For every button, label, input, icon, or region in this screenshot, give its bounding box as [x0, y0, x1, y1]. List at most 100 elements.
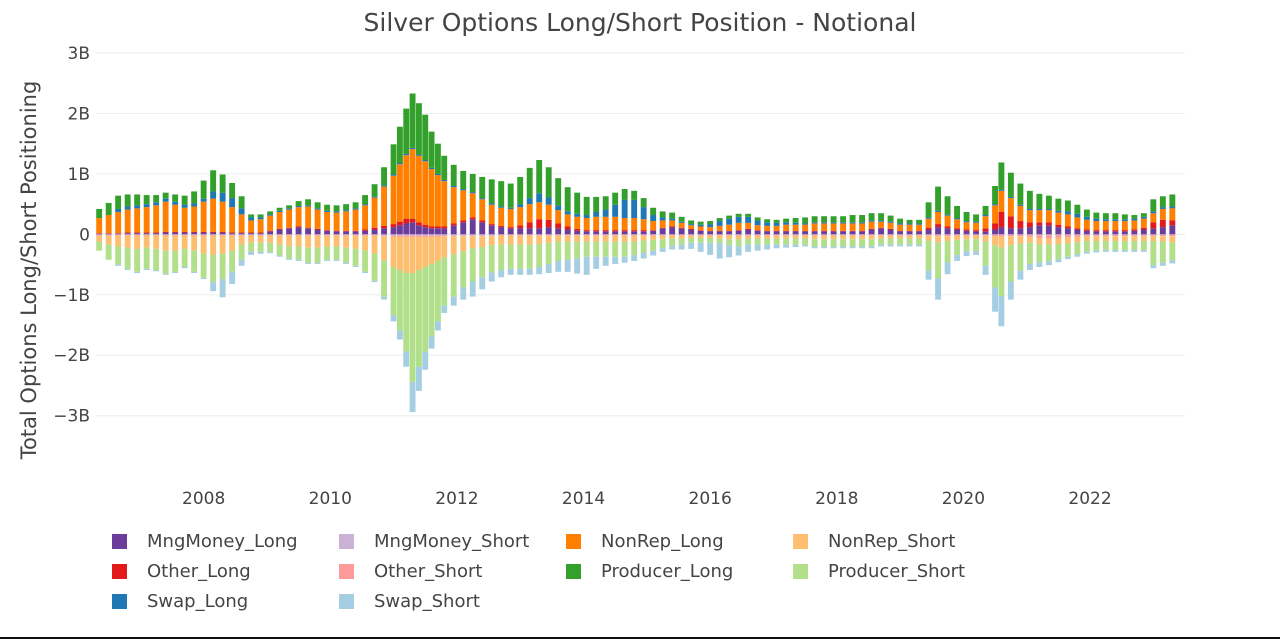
- bar-swap-long: [172, 201, 179, 205]
- legend-item[interactable]: Producer_Long: [566, 560, 793, 582]
- bar-nonrep-short: [868, 235, 875, 240]
- bar-other-long: [1159, 219, 1166, 228]
- bar-mngmoney-short: [343, 234, 350, 235]
- bar-nonrep-long: [1140, 218, 1147, 228]
- bar-mngmoney-short: [434, 234, 441, 236]
- bar-mngmoney-long: [267, 231, 274, 235]
- bar-other-long: [143, 232, 150, 234]
- bar-swap-short: [441, 305, 448, 313]
- bar-other-short: [396, 235, 403, 237]
- bar-producer-short: [210, 254, 217, 283]
- bar-swap-short: [1150, 265, 1157, 269]
- bar-other-short: [134, 234, 141, 236]
- bar-producer-short: [422, 266, 429, 352]
- bar-mngmoney-long: [314, 229, 321, 235]
- bar-producer-long: [1017, 183, 1024, 205]
- bar-other-short: [422, 235, 429, 237]
- bar-nonrep-short: [115, 235, 122, 247]
- bar-swap-long: [545, 197, 552, 205]
- legend-item[interactable]: MngMoney_Short: [339, 530, 566, 552]
- bar-nonrep-short: [849, 235, 856, 240]
- bar-producer-long: [992, 186, 999, 205]
- bar-nonrep-long: [517, 207, 524, 226]
- bar-mngmoney-short: [96, 234, 103, 235]
- bar-swap-long: [390, 174, 397, 176]
- bar-other-short: [219, 234, 226, 236]
- bar-swap-short: [745, 244, 752, 252]
- bar-other-long: [878, 227, 885, 229]
- bar-nonrep-short: [248, 235, 255, 243]
- legend-item[interactable]: Other_Long: [112, 560, 339, 582]
- bar-nonrep-long: [735, 222, 742, 231]
- x-axis-ticks: 2008 2010 2012 2014 2016 2018 2020 2022: [182, 489, 1112, 509]
- bar-nonrep-short: [172, 235, 179, 251]
- legend-item[interactable]: NonRep_Long: [566, 530, 793, 552]
- legend-item[interactable]: NonRep_Short: [793, 530, 1020, 552]
- bar-mngmoney-short: [415, 234, 422, 236]
- bar-nonrep-short: [371, 235, 378, 254]
- bar-producer-long: [162, 192, 169, 199]
- legend-item[interactable]: MngMoney_Long: [112, 530, 339, 552]
- bar-other-short: [200, 234, 207, 236]
- bar-other-long: [115, 233, 122, 234]
- bar-producer-short: [219, 253, 226, 280]
- bar-nonrep-long: [324, 211, 331, 231]
- bar-other-long: [381, 225, 388, 229]
- bar-nonrep-short: [267, 235, 274, 243]
- bar-swap-short: [238, 259, 245, 266]
- bar-mngmoney-short: [498, 234, 505, 235]
- bar-nonrep-short: [507, 235, 514, 245]
- bar-mngmoney-long: [593, 231, 600, 235]
- legend-item[interactable]: Swap_Short: [339, 590, 566, 612]
- bar-nonrep-long: [916, 224, 923, 231]
- bar-mngmoney-long: [878, 228, 885, 235]
- bar-nonrep-long: [415, 155, 422, 223]
- bar-nonrep-short: [631, 235, 638, 242]
- legend-item[interactable]: Swap_Long: [112, 590, 339, 612]
- bar-other-long: [1121, 230, 1128, 232]
- bar-producer-long: [172, 194, 179, 202]
- bar-swap-short: [1074, 254, 1081, 257]
- bar-mngmoney-short: [555, 234, 562, 235]
- bar-mngmoney-short: [441, 234, 448, 236]
- bar-swap-long: [982, 215, 989, 217]
- bar-producer-short: [1036, 244, 1043, 263]
- bar-mngmoney-long: [257, 233, 264, 235]
- bar-mngmoney-short: [1026, 234, 1033, 235]
- bar-other-short: [96, 234, 103, 236]
- bar-swap-short: [1036, 262, 1043, 267]
- bar-mngmoney-short: [1131, 234, 1138, 235]
- bar-mngmoney-short: [982, 234, 989, 235]
- bar-mngmoney-long: [897, 231, 904, 235]
- bar-other-long: [935, 224, 942, 228]
- bar-nonrep-long: [650, 221, 657, 231]
- bar-other-short: [238, 234, 245, 236]
- bar-mngmoney-short: [859, 234, 866, 235]
- bar-other-short: [381, 235, 388, 237]
- legend-item[interactable]: Other_Short: [339, 560, 566, 582]
- bar-producer-short: [612, 241, 619, 257]
- bar-other-short: [1026, 234, 1033, 237]
- bar-swap-long: [1074, 213, 1081, 218]
- bar-producer-short: [105, 244, 112, 260]
- bar-swap-long: [998, 189, 1005, 191]
- bar-mngmoney-short: [248, 234, 255, 235]
- bar-swap-long: [574, 213, 581, 217]
- bar-producer-short: [735, 239, 742, 247]
- bar-producer-short: [248, 242, 255, 252]
- bar-mngmoney-short: [659, 234, 666, 235]
- bar-nonrep-long: [1064, 214, 1071, 227]
- bar-producer-long: [1093, 212, 1100, 219]
- bar-nonrep-long: [593, 216, 600, 231]
- bar-swap-long: [286, 208, 293, 210]
- bar-other-short: [1017, 234, 1024, 237]
- legend-item[interactable]: Producer_Short: [793, 560, 1020, 582]
- bar-other-long: [415, 222, 422, 226]
- bar-mngmoney-long: [925, 229, 932, 235]
- bar-mngmoney-short: [1169, 234, 1176, 235]
- bar-producer-long: [390, 144, 397, 175]
- y-tick-label: −1B: [53, 286, 90, 306]
- bar-swap-long: [669, 218, 676, 221]
- bar-nonrep-long: [191, 206, 198, 232]
- bar-swap-short: [422, 351, 429, 370]
